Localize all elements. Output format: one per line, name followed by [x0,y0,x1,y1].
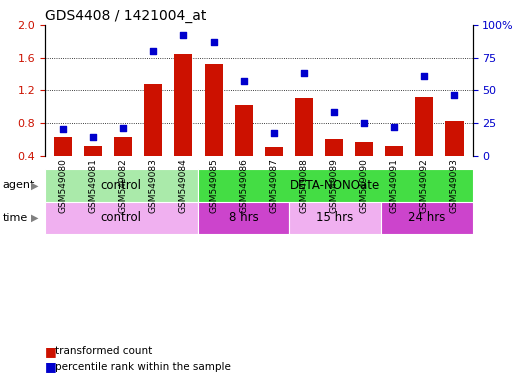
Point [390,124,399,130]
Bar [54,137,72,188]
Bar [114,137,132,188]
Text: time: time [3,213,28,223]
Text: 15 hrs: 15 hrs [316,212,354,224]
Point [59,126,67,132]
Bar [84,146,102,188]
Text: 24 hrs: 24 hrs [408,212,446,224]
Bar [197,202,289,234]
Text: percentile rank within the sample: percentile rank within the sample [55,362,231,372]
Point [239,78,248,84]
Point [209,39,218,45]
Bar [45,202,197,234]
Point [89,134,97,140]
Text: GDS4408 / 1421004_at: GDS4408 / 1421004_at [45,8,206,23]
Bar [144,84,162,188]
Text: ▶: ▶ [31,180,38,190]
Bar [204,64,223,188]
Point [300,70,308,76]
Bar [325,139,343,188]
Point [119,125,127,131]
Point [330,109,338,116]
Point [149,48,157,54]
Text: 8 hrs: 8 hrs [229,212,258,224]
Bar [45,169,197,202]
Point [420,73,429,79]
Text: transformed count: transformed count [55,346,153,356]
Text: ■: ■ [45,360,56,373]
Bar [446,121,464,188]
Point [450,93,459,99]
Bar [355,142,373,188]
Text: DETA-NONOate: DETA-NONOate [290,179,380,192]
Bar [295,98,313,188]
Bar [416,97,433,188]
Bar [289,202,381,234]
Bar [265,147,283,188]
Bar [381,202,473,234]
Text: ■: ■ [45,345,56,358]
Point [360,120,369,126]
Bar [234,105,253,188]
Text: control: control [101,212,142,224]
Point [179,32,187,38]
Text: agent: agent [3,180,35,190]
Text: control: control [101,179,142,192]
Point [270,130,278,136]
Bar [385,146,403,188]
Bar [197,169,473,202]
Text: ▶: ▶ [31,213,38,223]
Bar [174,53,193,188]
